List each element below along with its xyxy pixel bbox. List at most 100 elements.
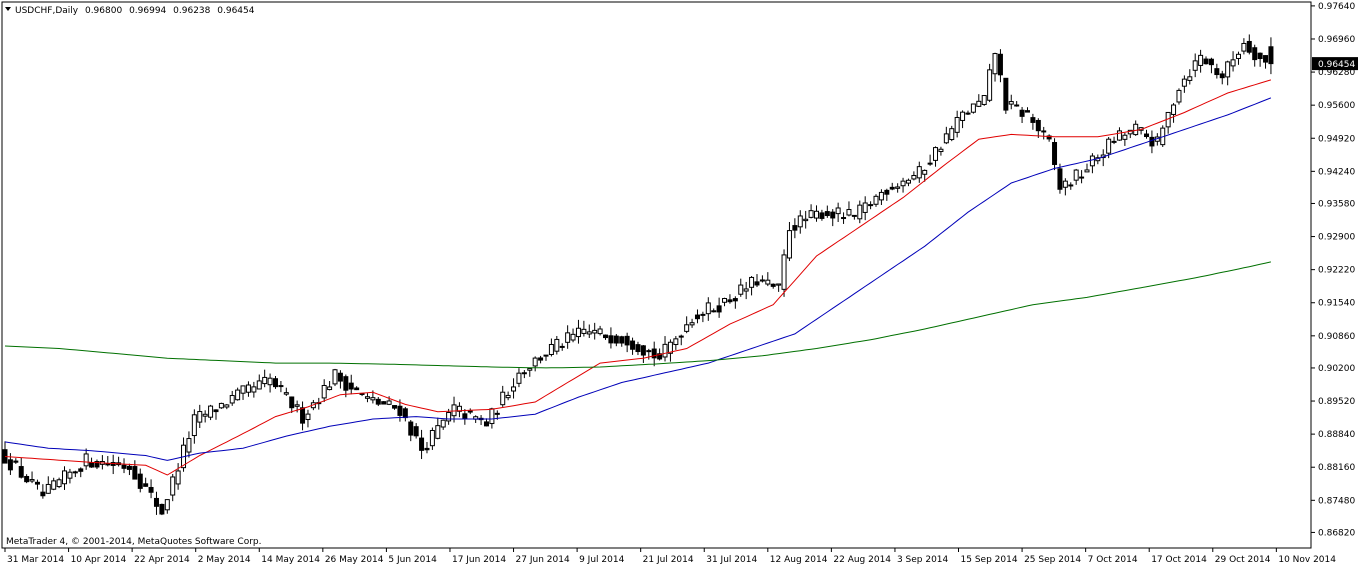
moving-average-line	[4, 97, 1272, 461]
candle-body	[878, 191, 884, 201]
candle-body	[786, 230, 792, 259]
candle-body	[500, 391, 506, 406]
candle-body	[1208, 58, 1214, 66]
candle-body	[624, 335, 630, 346]
candle-body	[1111, 140, 1117, 143]
triangle-down-icon[interactable]	[5, 7, 11, 11]
candle-body	[494, 412, 500, 415]
moving-averages-layer	[4, 79, 1272, 476]
candle-body	[229, 395, 235, 404]
candle-body	[1084, 169, 1090, 173]
candle-body	[381, 401, 387, 405]
candle-body	[727, 299, 733, 303]
candle-body	[1079, 176, 1085, 179]
candle-body	[24, 476, 30, 483]
candle-body	[857, 204, 863, 220]
candle-body	[251, 386, 257, 393]
chart-frame	[1, 1, 1312, 549]
candle-body	[1030, 117, 1036, 123]
price-tick-label: 0.86820	[1318, 528, 1355, 538]
candle-body	[619, 336, 625, 344]
candle-body	[1008, 101, 1014, 105]
date-tick-label: 15 Sep 2014	[961, 555, 1018, 565]
candle-body	[72, 471, 78, 474]
current-price-marker: 0.96454	[1312, 57, 1358, 71]
candle-body	[1219, 73, 1225, 79]
price-tick-label: 0.93580	[1318, 199, 1355, 209]
candle-body	[814, 210, 819, 219]
candle-body	[1263, 55, 1269, 63]
candle-body	[456, 405, 462, 412]
candle-body	[375, 398, 381, 405]
candle-body	[554, 338, 560, 352]
candle-body	[159, 503, 165, 515]
svg-text:USDCHF,Daily 0.96800: USDCHF,Daily 0.96800 0.96994 0.96238 0.9…	[15, 6, 255, 16]
date-tick-label: 25 Sep 2014	[1024, 555, 1081, 565]
candle-body	[34, 481, 40, 485]
candle-body	[1225, 61, 1231, 78]
candle-body	[949, 128, 955, 141]
candle-body	[922, 169, 928, 175]
candle-body	[1035, 119, 1041, 132]
candle-body	[202, 413, 208, 417]
candle-body	[1133, 123, 1139, 136]
candle-body	[759, 279, 765, 282]
moving-average-line	[4, 261, 1272, 369]
chart-header: USDCHF,Daily 0.96800 0.96994 0.96238 0.9…	[5, 6, 255, 16]
candle-body	[245, 384, 251, 393]
candle-body	[570, 333, 576, 341]
candle-body	[62, 470, 68, 485]
candle-body	[1003, 77, 1009, 111]
candle-body	[846, 209, 852, 216]
candle-body	[543, 354, 549, 357]
candle-body	[781, 254, 787, 290]
candle-body	[743, 288, 749, 292]
candle-body	[900, 180, 906, 187]
candle-body	[354, 387, 360, 391]
candle-body	[905, 179, 911, 184]
candle-body	[830, 211, 836, 219]
candle-body	[511, 386, 517, 392]
candle-body	[651, 348, 657, 359]
price-tick-label: 0.94920	[1318, 134, 1355, 144]
candle-body	[413, 426, 419, 437]
candle-body	[987, 69, 993, 101]
candle-body	[960, 111, 966, 121]
candle-body	[538, 357, 544, 361]
candle-body	[256, 380, 262, 390]
price-tick-label: 0.88160	[1318, 463, 1355, 473]
price-tick-label: 0.96960	[1318, 35, 1355, 45]
candle-body	[305, 413, 311, 421]
candle-body	[700, 313, 706, 316]
candle-body	[197, 411, 203, 423]
candle-body	[348, 382, 354, 390]
candle-body	[516, 372, 522, 384]
candle-body	[273, 378, 278, 388]
candle-body	[267, 377, 273, 386]
candle-body	[732, 298, 738, 302]
candle-body	[943, 133, 949, 144]
candle-body	[143, 483, 149, 487]
candle-body	[738, 284, 744, 295]
candle-body	[803, 218, 809, 222]
candle-body	[440, 419, 446, 428]
candle-body	[489, 408, 495, 425]
price-tick-label: 0.92220	[1318, 266, 1355, 276]
candle-body	[1214, 68, 1220, 76]
date-tick-label: 12 Aug 2014	[770, 555, 828, 565]
candle-body	[337, 372, 343, 382]
candle-body	[716, 305, 722, 313]
candle-body	[186, 438, 192, 453]
price-tick-label: 0.90860	[1318, 332, 1355, 342]
candle-body	[424, 447, 430, 451]
candle-body	[559, 345, 565, 348]
candle-body	[386, 400, 392, 405]
price-tick-label: 0.97640	[1318, 2, 1355, 12]
candle-body	[332, 369, 338, 385]
price-tick-label: 0.89520	[1318, 397, 1355, 407]
candle-body	[1116, 130, 1122, 141]
candle-body	[397, 405, 403, 416]
candle-body	[841, 217, 847, 220]
